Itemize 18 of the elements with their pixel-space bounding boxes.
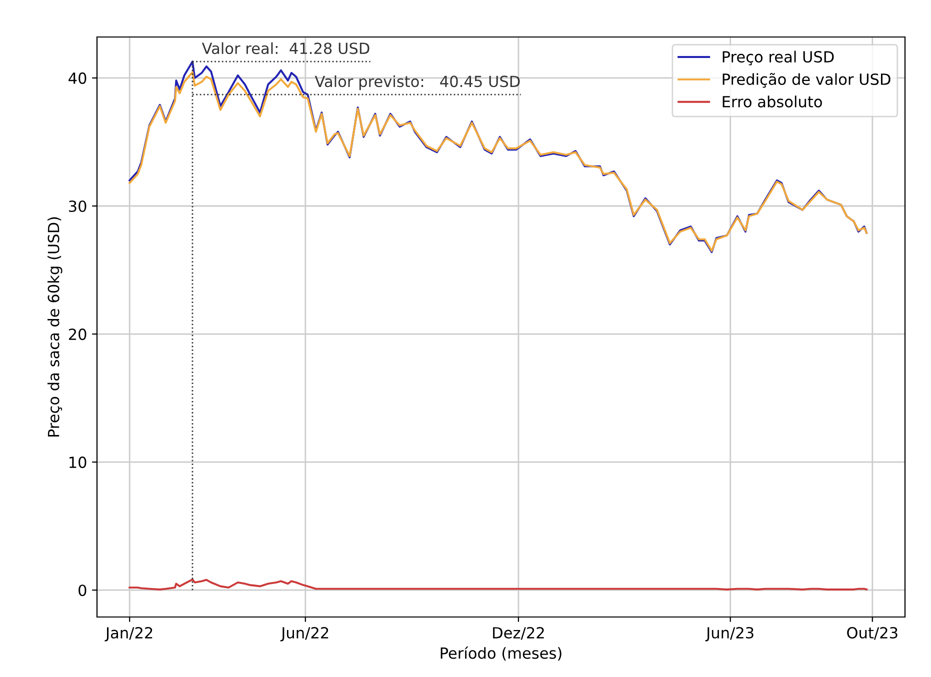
legend-label: Predição de valor USD [722, 72, 890, 88]
y-tick-label: 10 [70, 456, 86, 468]
annotation: Valor previsto: 40.45 USD [314, 75, 520, 90]
y-tick-label: 20 [68, 328, 86, 340]
annotation: Valor real: 41.28 USD [202, 42, 370, 54]
line-series [128, 578, 868, 590]
y-axis-title: Preço da saca de 60kg (USD) [47, 217, 62, 437]
y-tick-label: 40 [68, 72, 86, 84]
x-axis-title: Período (meses) [440, 646, 562, 661]
x-tick-label: Dez/22 [493, 626, 544, 640]
x-tick-label: Jan/22 [104, 626, 152, 642]
x-tick-label: Jun/23 [705, 626, 754, 642]
legend-label: Preço real USD [722, 50, 834, 66]
x-tick-label: Jun/22 [280, 626, 328, 642]
y-tick-label: 30 [69, 200, 86, 212]
legend-label: Erro absoluto [722, 96, 822, 108]
y-tick-label: 0 [78, 584, 86, 596]
x-tick-label: Out/23 [847, 626, 898, 640]
